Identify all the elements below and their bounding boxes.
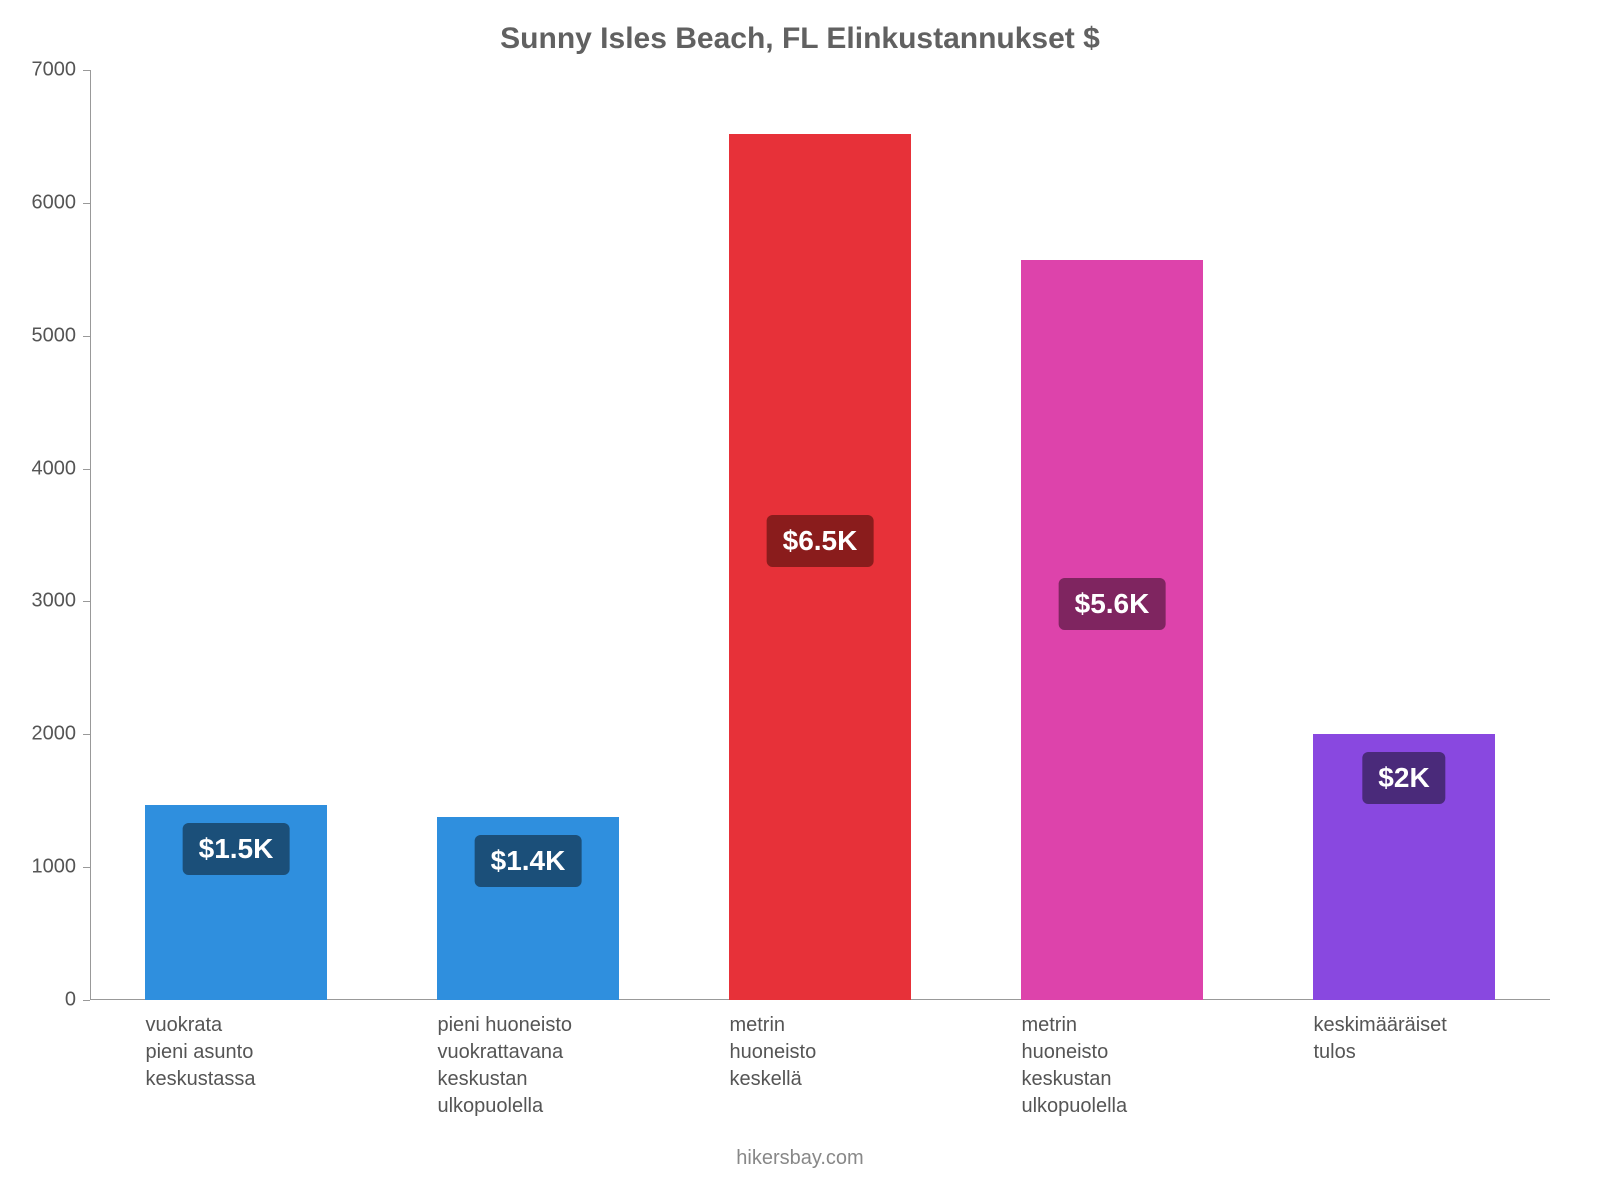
x-category-label: metrin huoneisto keskustan ulkopuolella	[1021, 1012, 1127, 1120]
x-category-label: pieni huoneisto vuokrattavana keskustan …	[437, 1012, 572, 1120]
plot-area: 01000200030004000500060007000$1.5K$1.4K$…	[90, 70, 1550, 1000]
bar: $1.4K	[437, 817, 618, 1000]
y-tick-mark	[83, 734, 90, 735]
y-tick-label: 4000	[32, 457, 77, 480]
bar: $5.6K	[1021, 260, 1202, 1000]
x-category-label: keskimääräiset tulos	[1313, 1012, 1446, 1066]
y-tick-label: 3000	[32, 590, 77, 613]
y-tick-label: 7000	[32, 59, 77, 82]
y-tick-label: 5000	[32, 324, 77, 347]
y-tick-mark	[83, 1000, 90, 1001]
y-tick-mark	[83, 867, 90, 868]
chart-title: Sunny Isles Beach, FL Elinkustannukset $	[0, 0, 1600, 56]
y-tick-label: 2000	[32, 723, 77, 746]
y-tick-mark	[83, 336, 90, 337]
x-category-label: metrin huoneisto keskellä	[729, 1012, 816, 1093]
y-tick-mark	[83, 203, 90, 204]
y-tick-mark	[83, 601, 90, 602]
value-badge: $2K	[1362, 752, 1445, 804]
y-tick-label: 1000	[32, 856, 77, 879]
footer-attribution: hikersbay.com	[0, 1147, 1600, 1170]
value-badge: $5.6K	[1059, 578, 1166, 630]
bar: $2K	[1313, 734, 1494, 1000]
y-tick-label: 6000	[32, 191, 77, 214]
y-tick-label: 0	[65, 989, 76, 1012]
y-tick-mark	[83, 469, 90, 470]
value-badge: $6.5K	[767, 515, 874, 567]
bar: $1.5K	[145, 805, 326, 1000]
bar: $6.5K	[729, 134, 910, 1000]
value-badge: $1.4K	[475, 835, 582, 887]
value-badge: $1.5K	[183, 823, 290, 875]
y-tick-mark	[83, 70, 90, 71]
x-category-label: vuokrata pieni asunto keskustassa	[145, 1012, 255, 1093]
y-axis	[90, 70, 91, 1000]
